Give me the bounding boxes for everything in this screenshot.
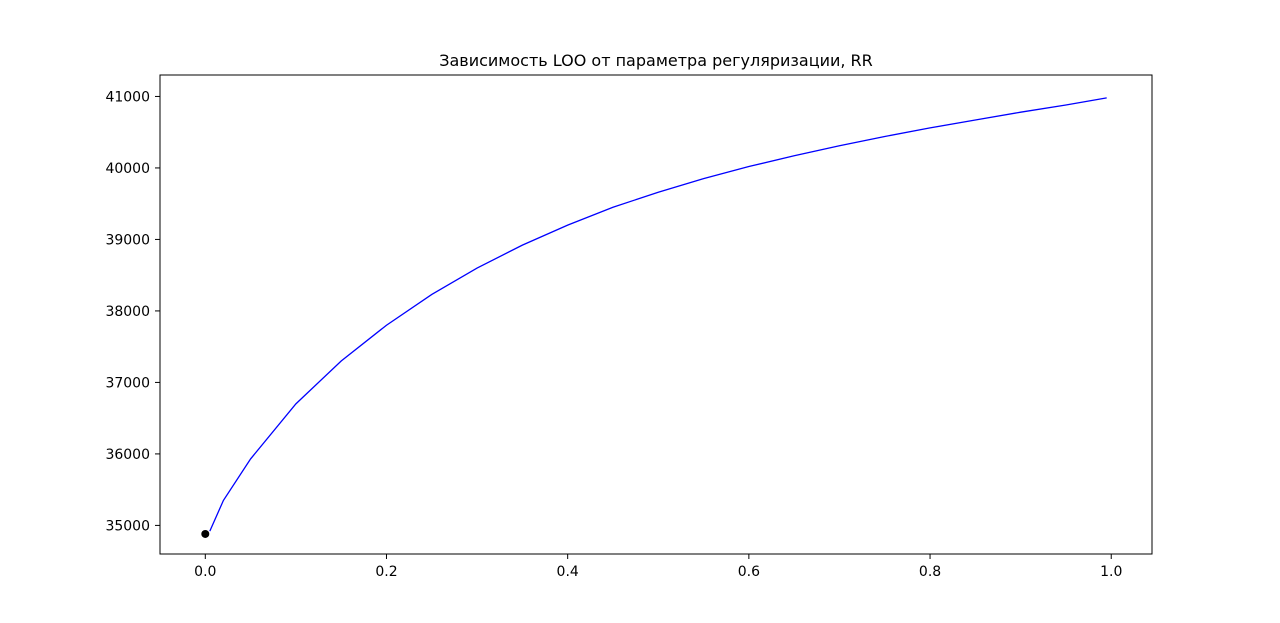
y-tick-label: 40000 bbox=[105, 161, 150, 177]
plot-area bbox=[201, 97, 1107, 538]
y-tick-label: 37000 bbox=[105, 375, 150, 391]
y-tick-label: 35000 bbox=[105, 518, 150, 534]
min-point-marker bbox=[201, 529, 210, 538]
x-tick-label: 0.4 bbox=[557, 564, 579, 580]
x-tick-label: 1.0 bbox=[1100, 564, 1122, 580]
plot-frame bbox=[159, 74, 1153, 555]
y-tick-label: 38000 bbox=[105, 304, 150, 320]
chart-title: Зависимость LOO от параметра регуляризац… bbox=[439, 51, 873, 70]
x-tick-label: 0.8 bbox=[919, 564, 941, 580]
series-line bbox=[209, 97, 1107, 532]
x-tick-label: 0.6 bbox=[738, 564, 760, 580]
x-tick-label: 0.2 bbox=[375, 564, 397, 580]
y-tick-label: 41000 bbox=[105, 89, 150, 105]
y-tick-label: 39000 bbox=[105, 232, 150, 248]
axes: 0.0 0.2 0.4 0.6 0.8 1.0 35000 36000 37000 38000 39… bbox=[105, 89, 1122, 580]
x-tick-label: 0.0 bbox=[194, 564, 216, 580]
y-tick-label: 36000 bbox=[105, 447, 150, 463]
